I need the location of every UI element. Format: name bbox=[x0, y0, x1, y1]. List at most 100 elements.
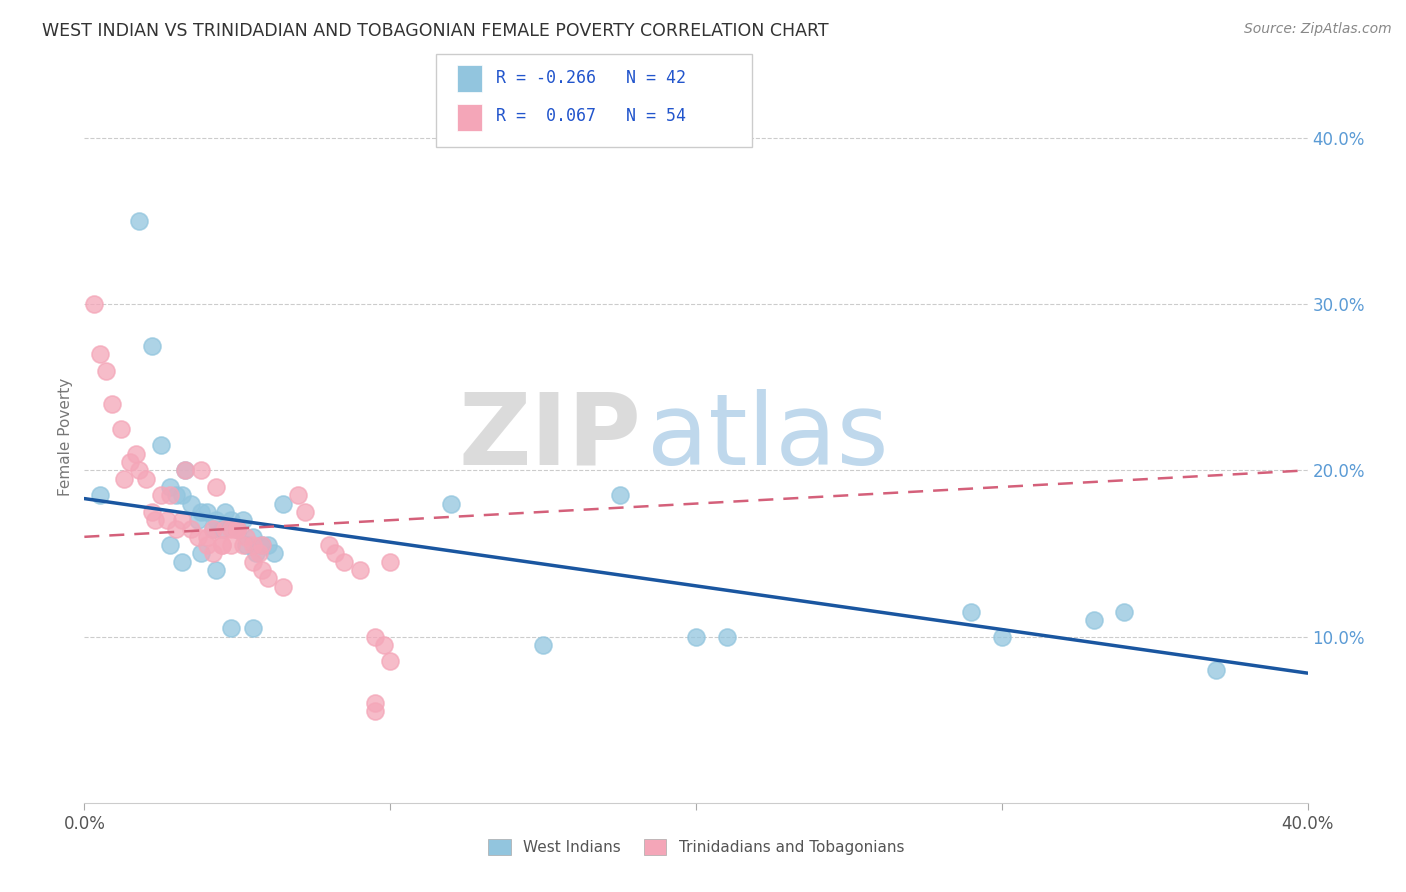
Point bbox=[609, 488, 631, 502]
Point bbox=[149, 438, 172, 452]
Point bbox=[211, 538, 233, 552]
Point bbox=[364, 630, 387, 644]
Point bbox=[143, 513, 166, 527]
Point bbox=[101, 397, 124, 411]
Point bbox=[120, 455, 142, 469]
Point bbox=[125, 447, 148, 461]
Point bbox=[141, 338, 163, 352]
Point bbox=[159, 480, 181, 494]
Point bbox=[250, 538, 273, 552]
Point bbox=[380, 555, 402, 569]
Point bbox=[364, 705, 387, 719]
Point bbox=[174, 463, 197, 477]
Point bbox=[141, 505, 163, 519]
Point bbox=[232, 513, 254, 527]
Point bbox=[110, 422, 132, 436]
Point bbox=[250, 538, 273, 552]
Point bbox=[235, 530, 257, 544]
Point bbox=[172, 513, 194, 527]
Point bbox=[186, 513, 208, 527]
Point bbox=[226, 521, 249, 535]
Point bbox=[318, 538, 340, 552]
Point bbox=[159, 538, 181, 552]
Point bbox=[716, 630, 738, 644]
Point bbox=[1114, 605, 1136, 619]
Point bbox=[149, 488, 172, 502]
Point bbox=[201, 521, 224, 535]
Point bbox=[135, 472, 157, 486]
Point bbox=[257, 571, 280, 585]
Point bbox=[94, 363, 117, 377]
Point bbox=[156, 513, 179, 527]
Point bbox=[235, 538, 257, 552]
Point bbox=[128, 463, 150, 477]
Point bbox=[242, 621, 264, 635]
Point bbox=[440, 497, 463, 511]
Point bbox=[685, 630, 707, 644]
Point bbox=[226, 521, 249, 535]
Point bbox=[83, 297, 105, 311]
Point bbox=[159, 488, 181, 502]
Y-axis label: Female Poverty: Female Poverty bbox=[58, 378, 73, 496]
Point bbox=[211, 538, 233, 552]
Text: WEST INDIAN VS TRINIDADIAN AND TOBAGONIAN FEMALE POVERTY CORRELATION CHART: WEST INDIAN VS TRINIDADIAN AND TOBAGONIA… bbox=[42, 22, 828, 40]
Legend: West Indians, Trinidadians and Tobagonians: West Indians, Trinidadians and Tobagonia… bbox=[482, 833, 910, 861]
Point bbox=[1205, 663, 1227, 677]
Point bbox=[247, 546, 270, 560]
Point bbox=[172, 555, 194, 569]
Point bbox=[190, 463, 212, 477]
Point bbox=[211, 521, 233, 535]
Point bbox=[165, 521, 187, 535]
Point bbox=[214, 505, 236, 519]
Point bbox=[232, 538, 254, 552]
Point bbox=[287, 488, 309, 502]
Point bbox=[205, 563, 228, 577]
Point bbox=[180, 497, 202, 511]
Point bbox=[205, 513, 228, 527]
Point bbox=[242, 555, 264, 569]
Point bbox=[195, 530, 218, 544]
Point bbox=[323, 546, 346, 560]
Text: Source: ZipAtlas.com: Source: ZipAtlas.com bbox=[1244, 22, 1392, 37]
Point bbox=[373, 638, 395, 652]
Point bbox=[242, 538, 264, 552]
Text: ZIP: ZIP bbox=[458, 389, 641, 485]
Point bbox=[186, 530, 208, 544]
Point bbox=[250, 563, 273, 577]
Point bbox=[257, 538, 280, 552]
Point bbox=[271, 580, 294, 594]
Point bbox=[172, 488, 194, 502]
Point bbox=[128, 214, 150, 228]
Point bbox=[219, 621, 242, 635]
Point bbox=[112, 472, 135, 486]
Point bbox=[219, 538, 242, 552]
Point bbox=[190, 505, 212, 519]
Point bbox=[960, 605, 983, 619]
Point bbox=[165, 488, 187, 502]
Text: atlas: atlas bbox=[647, 389, 889, 485]
Point bbox=[294, 505, 316, 519]
Point bbox=[195, 505, 218, 519]
Point bbox=[205, 480, 228, 494]
Text: R =  0.067   N = 54: R = 0.067 N = 54 bbox=[496, 107, 686, 125]
Point bbox=[201, 521, 224, 535]
Point bbox=[195, 538, 218, 552]
Point bbox=[271, 497, 294, 511]
Point bbox=[380, 655, 402, 669]
Point bbox=[531, 638, 554, 652]
Point bbox=[190, 546, 212, 560]
Point bbox=[1083, 613, 1105, 627]
Point bbox=[245, 546, 267, 560]
Point bbox=[349, 563, 371, 577]
Point bbox=[226, 521, 249, 535]
Point bbox=[180, 521, 202, 535]
Point bbox=[201, 546, 224, 560]
Point bbox=[89, 347, 111, 361]
Point bbox=[214, 521, 236, 535]
Point bbox=[333, 555, 356, 569]
Point bbox=[263, 546, 285, 560]
Point bbox=[242, 530, 264, 544]
Text: R = -0.266   N = 42: R = -0.266 N = 42 bbox=[496, 69, 686, 87]
Point bbox=[174, 463, 197, 477]
Point bbox=[219, 521, 242, 535]
